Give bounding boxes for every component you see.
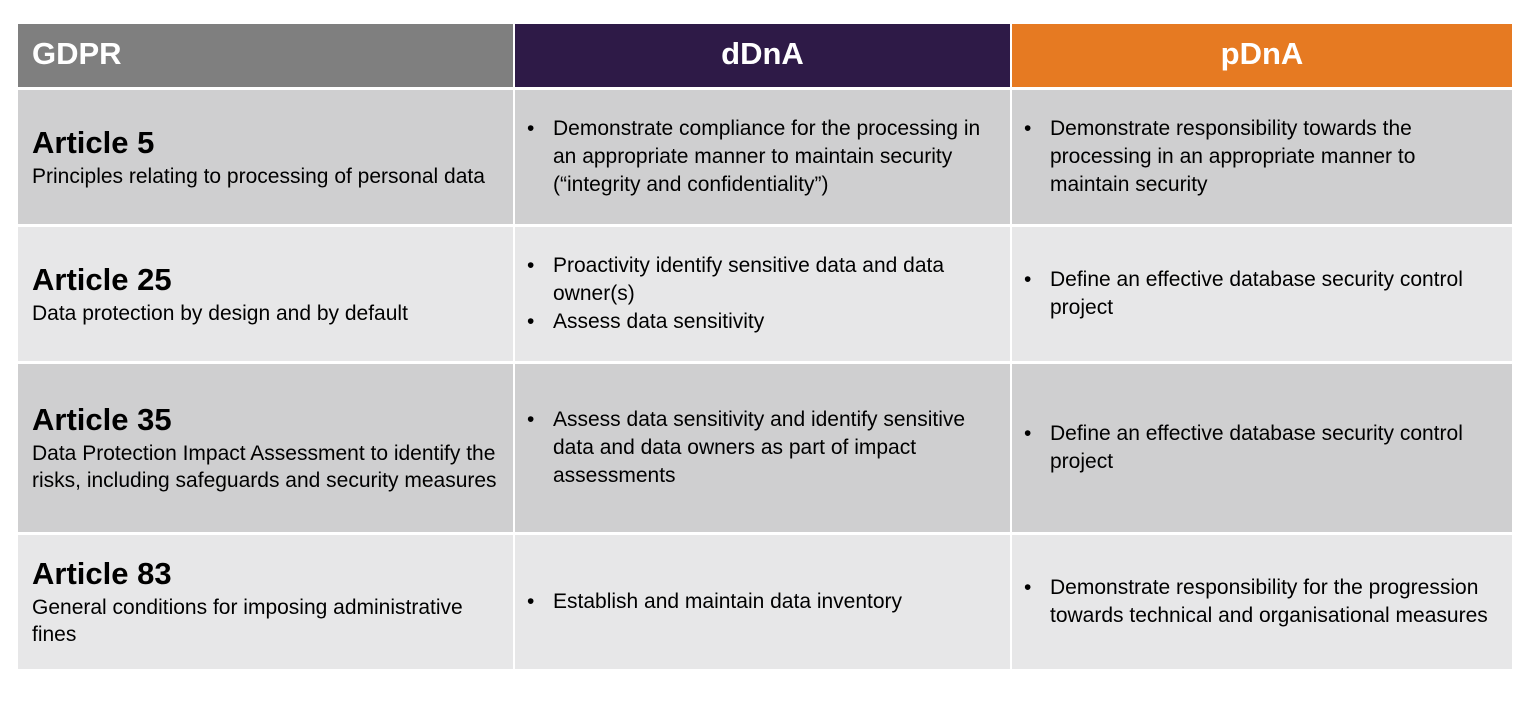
bullet-icon: • <box>527 254 535 277</box>
bullet-icon: • <box>527 117 535 140</box>
bullet-icon: • <box>527 590 535 613</box>
article-subtitle: Principles relating to processing of per… <box>32 164 485 188</box>
header-ddna: dDnA <box>515 24 1012 90</box>
article-title: Article 25 <box>32 261 172 297</box>
pdna-cell: • Define an effective database security c… <box>1012 364 1512 535</box>
ddna-bullet: • Establish and maintain data inventory <box>527 588 996 616</box>
pdna-bullet: • Define an effective database security c… <box>1024 422 1463 473</box>
ddna-cell: • Establish and maintain data inventory <box>515 535 1012 672</box>
pdna-cell: • Demonstrate responsibility for the prog… <box>1012 535 1512 672</box>
ddna-cell: • Demonstrate compliance for the processi… <box>515 90 1012 227</box>
ddna-bullet: • Assess data sensitivity and identify se… <box>527 408 966 487</box>
article-cell: Article 35 Data Protection Impact Assess… <box>18 364 515 535</box>
bullet-icon: • <box>1024 268 1032 291</box>
article-title: Article 83 <box>32 556 172 591</box>
pdna-bullet: • Demonstrate responsibility towards the … <box>1024 117 1416 196</box>
article-title: Article 35 <box>32 402 172 437</box>
pdna-cell: • Demonstrate responsibility towards the … <box>1012 90 1512 227</box>
header-pdna: pDnA <box>1012 24 1512 90</box>
ddna-bullet: • Assess data sensitivity <box>527 308 996 336</box>
ddna-cell: • Assess data sensitivity and identify se… <box>515 364 1012 535</box>
article-cell: Article 5 Principles relating to process… <box>18 90 515 227</box>
article-subtitle: Data Protection Impact Assessment to ide… <box>32 442 497 492</box>
bullet-icon: • <box>1024 576 1032 599</box>
article-title: Article 5 <box>32 124 155 160</box>
gdpr-comparison-table: GDPR dDnA pDnA Article 5 Principles rela… <box>18 24 1512 672</box>
article-cell: Article 83 General conditions for imposi… <box>18 535 515 672</box>
bullet-icon: • <box>1024 422 1032 445</box>
bullet-icon: • <box>1024 117 1032 140</box>
pdna-bullet: • Demonstrate responsibility for the prog… <box>1024 576 1488 627</box>
pdna-bullet: • Define an effective database security c… <box>1024 268 1463 319</box>
bullet-icon: • <box>527 408 535 431</box>
pdna-cell: • Define an effective database security c… <box>1012 227 1512 364</box>
header-gdpr: GDPR <box>18 24 515 90</box>
ddna-cell: • Proactivity identify sensitive data and… <box>515 227 1012 364</box>
article-subtitle: Data protection by design and by default <box>32 301 408 325</box>
ddna-bullet: • Proactivity identify sensitive data and… <box>527 254 945 305</box>
ddna-bullet: • Demonstrate compliance for the processi… <box>527 117 981 196</box>
article-subtitle: General conditions for imposing administ… <box>32 596 463 646</box>
bullet-icon: • <box>527 310 535 333</box>
article-cell: Article 25 Data protection by design and… <box>18 227 515 364</box>
